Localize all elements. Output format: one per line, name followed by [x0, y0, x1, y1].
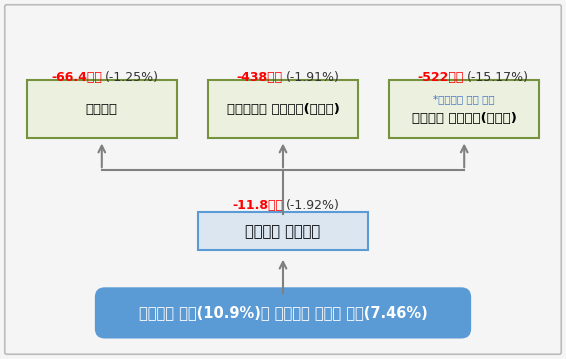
Text: -66.4조원: -66.4조원: [51, 71, 102, 84]
Text: 신용카드 이용금액: 신용카드 이용금액: [246, 224, 320, 239]
Text: 최저임금 인상(10.9%)과 신용카드 수수료 인하(7.46%): 최저임금 인상(10.9%)과 신용카드 수수료 인하(7.46%): [139, 306, 427, 320]
FancyBboxPatch shape: [27, 80, 177, 138]
Text: (-1.92%): (-1.92%): [286, 199, 340, 212]
Text: *최저임금 적용 대상: *최저임금 적용 대상: [434, 94, 495, 104]
FancyBboxPatch shape: [95, 287, 471, 339]
Text: (-1.25%): (-1.25%): [105, 71, 159, 84]
FancyBboxPatch shape: [5, 5, 561, 354]
Text: (-1.91%): (-1.91%): [286, 71, 340, 84]
Text: -438천명: -438천명: [237, 71, 283, 84]
FancyBboxPatch shape: [198, 213, 368, 250]
Text: -522천명: -522천명: [418, 71, 464, 84]
Text: 비단순노무 노동수요(일자리): 비단순노무 노동수요(일자리): [226, 103, 340, 116]
FancyBboxPatch shape: [389, 80, 539, 138]
Text: -11.8조원: -11.8조원: [232, 199, 283, 212]
Text: 총매출액: 총매출액: [86, 103, 118, 116]
Text: 단순노무 노동수요(일자리): 단순노무 노동수요(일자리): [412, 112, 517, 125]
Text: (-15.17%): (-15.17%): [467, 71, 529, 84]
FancyBboxPatch shape: [208, 80, 358, 138]
